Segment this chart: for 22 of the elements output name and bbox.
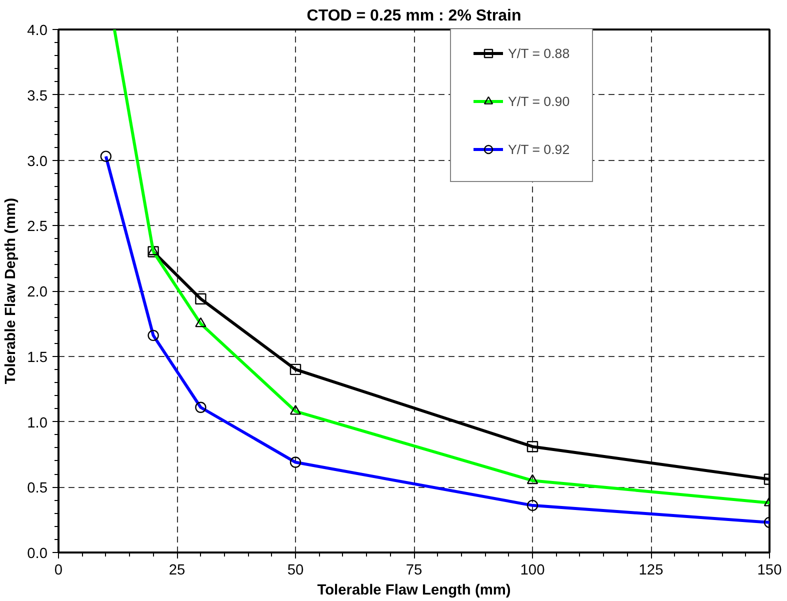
y-axis-title: Tolerable Flaw Depth (mm): [3, 198, 20, 384]
legend-label: Y/T = 0.92: [508, 142, 570, 156]
x-axis-title: Tolerable Flaw Length (mm): [317, 582, 511, 598]
chart-title: CTOD = 0.25 mm : 2% Strain: [306, 8, 522, 24]
y-tick-label: 0.0: [27, 546, 48, 562]
x-tick-label: 25: [168, 562, 186, 578]
y-tick-label: 2.0: [27, 284, 48, 300]
x-tick-label: 75: [406, 562, 422, 578]
y-tick-label: 1.0: [27, 415, 48, 432]
x-tick-label: 150: [757, 562, 782, 578]
y-tick-label: 0.5: [27, 480, 48, 497]
y-tick-label: 1.5: [27, 350, 48, 366]
y-tick-label: 3.0: [27, 154, 48, 170]
y-tick-label: 3.5: [27, 88, 48, 104]
y-tick-label: 4.0: [27, 23, 48, 39]
x-tick-label: 125: [638, 562, 664, 578]
legend-label: Y/T = 0.88: [508, 46, 570, 60]
y-tick-label: 2.5: [27, 219, 48, 236]
x-tick-label: 100: [520, 562, 545, 578]
x-tick-label: 50: [287, 562, 304, 578]
x-tick-label: 0: [54, 562, 63, 578]
legend-label: Y/T = 0.90: [508, 94, 570, 108]
